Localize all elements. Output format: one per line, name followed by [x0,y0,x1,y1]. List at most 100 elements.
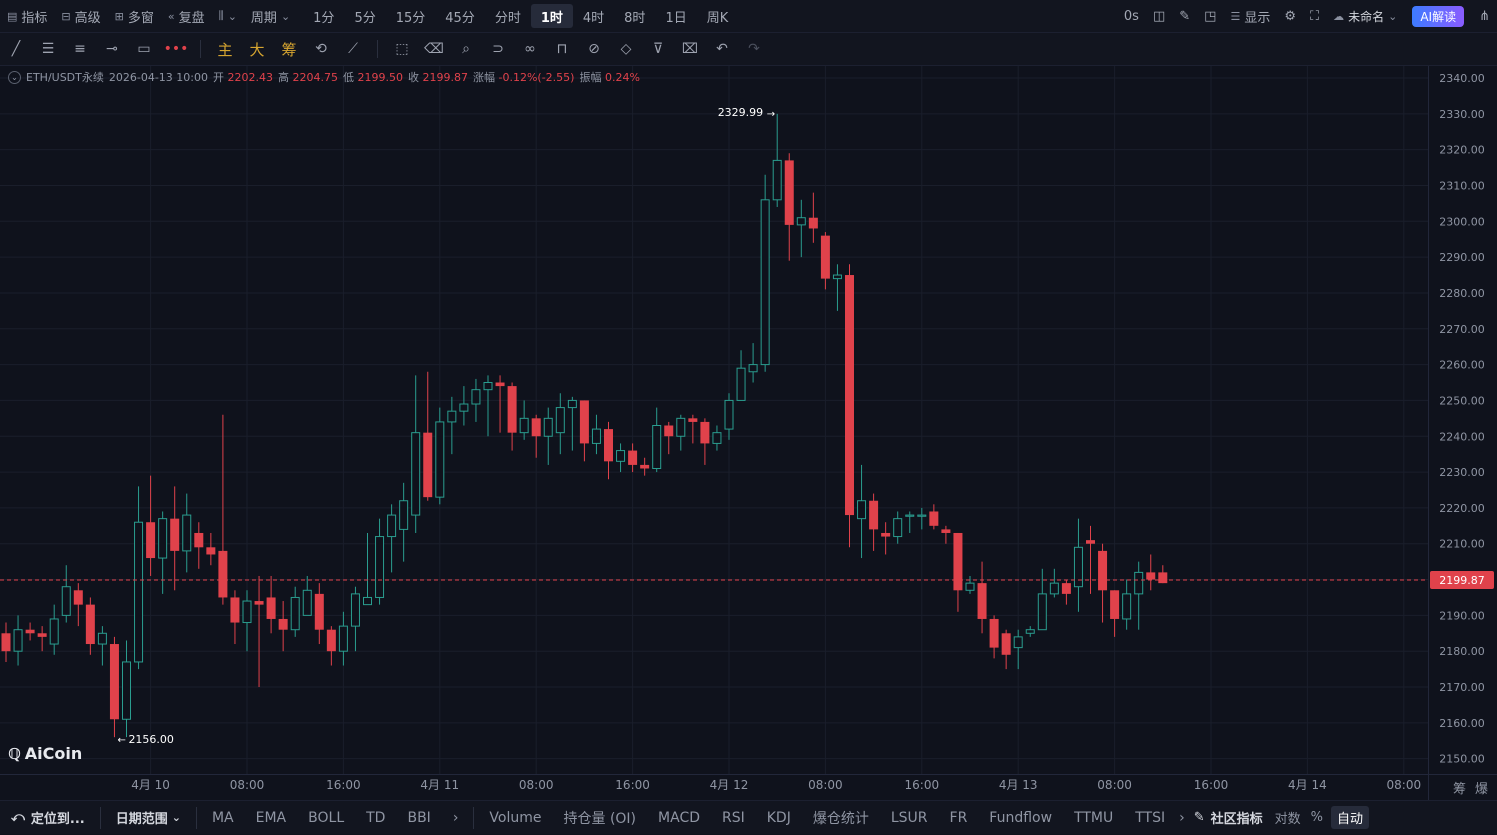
sub-indicator-item[interactable]: LSUR [890,809,928,826]
rectangle-icon[interactable]: ▭ [137,41,151,57]
candle-body-down [194,532,204,548]
main-indicator-item[interactable]: EMA [255,809,287,826]
sync-icon[interactable]: ⟲ [315,41,327,57]
period-tab[interactable]: 分时 [494,10,521,26]
candle-body-up [893,518,903,538]
period-tab[interactable]: 4时 [582,10,605,26]
sub-indicator-item[interactable]: KDJ [766,809,791,826]
period-tab[interactable]: 1分 [313,10,335,26]
main-indicator-item[interactable]: TD [366,809,386,826]
sub-indicator-item[interactable]: TTMU [1074,809,1114,826]
layers-icon[interactable]: ◇ [620,41,632,57]
select-icon[interactable]: ⬚ [395,41,409,57]
horizontal-lines-icon[interactable]: ≡ [74,41,86,57]
replay-button[interactable]: «复盘 [167,9,205,26]
undo-icon[interactable]: ↶ [716,41,728,57]
zoom-icon[interactable]: ⌕ [462,41,470,57]
share-icon[interactable]: ⋔ [1479,9,1490,24]
layout-name-button[interactable]: ☁ 未命名 ⌄ [1333,10,1398,24]
y-tick-label: 2150.00 [1439,753,1485,766]
sub-indicator-item[interactable]: TTSI [1135,809,1166,826]
main-indicator-item[interactable]: MA [211,809,234,826]
sub-indicator-item[interactable]: 持仓量 (OI) [563,810,637,827]
percent-scale-toggle[interactable]: % [1310,810,1324,825]
log-scale-toggle[interactable]: 对数 [1274,812,1301,827]
link-icon[interactable]: ∞ [524,41,536,57]
indicator-button[interactable]: ▤ 指标 [7,9,48,26]
fullscreen-icon[interactable]: ⛶ [1310,9,1320,24]
chips-side-label[interactable]: 筹 [1453,782,1467,797]
pen-icon[interactable]: ✎ [1179,9,1191,24]
line-tool-icon[interactable]: ╱ [11,41,21,57]
date-range-button[interactable]: 日期范围 ⌄ [115,811,181,827]
candle-body-up [1073,546,1083,588]
main-chart-toggle[interactable]: 主 [217,40,233,59]
redo-icon[interactable]: ↷ [748,41,760,57]
candle-body-down [507,386,517,433]
period-tab[interactable]: 1时 [530,4,573,28]
chart-type-button[interactable]: ⫼ ⌄ [212,4,244,28]
candle-body-up [1013,636,1023,649]
period-tab[interactable]: 5分 [354,10,376,26]
candlestick-chart[interactable]: 2340.00 2330.00 2320.00 2310.00 2300.00 2290.… [0,66,1497,800]
last-price-label: 2199.87 [1439,574,1485,587]
candle-body-up [796,217,806,226]
period-menu-button[interactable]: 周期 ⌄ [250,9,291,26]
chevron-right-icon[interactable]: › [1179,809,1185,826]
sub-indicator-item[interactable]: Fundflow [989,809,1053,826]
period-tab[interactable]: 周K [706,10,729,26]
auto-scale-toggle[interactable]: 自动 [1331,806,1370,829]
candle-body-down [531,418,541,437]
candle-body-up [760,199,770,366]
community-indicators-button[interactable]: ✎ 社区指标 [1193,810,1263,827]
candle-body-down [1001,633,1011,655]
main-indicator-item[interactable]: BOLL [308,809,345,826]
measure-icon[interactable]: ⟋ [348,41,358,57]
hide-drawings-icon[interactable]: ⊘ [588,41,600,57]
period-tab[interactable]: 15分 [395,10,426,26]
sub-indicator-item[interactable]: 爆仓统计 [812,810,869,827]
horizontal-ray-icon[interactable]: ⊸ [106,41,118,57]
parallel-lines-icon[interactable]: ☰ [41,41,55,57]
y-tick-label: 2180.00 [1439,645,1485,658]
main-indicator-item[interactable]: BBI [407,809,431,826]
trash-icon[interactable]: ⌧ [681,41,699,57]
sub-indicator-item[interactable]: FR [949,809,968,826]
multi-window-button[interactable]: ⊞ 多窗 [114,9,154,26]
x-tick-label: 08:00 [519,778,554,792]
chart-area[interactable]: 2340.00 2330.00 2320.00 2310.00 2300.00 2290.… [0,66,1497,800]
camera-icon[interactable]: ◫ [1152,9,1166,24]
magnet-icon[interactable]: ⊃ [492,41,504,57]
chevron-right-icon[interactable]: › [452,809,459,826]
bottom-divider [195,806,197,829]
period-tab[interactable]: 8时 [624,10,646,26]
ai-analysis-button[interactable]: AI解读 [1412,6,1465,27]
collapse-icon[interactable]: ⌄ [8,70,21,84]
aicoin-watermark: ℚ AiCoin [8,744,83,763]
low-value: 2199.50 [357,71,404,84]
eraser-icon[interactable]: ⌫ [424,41,444,57]
locate-button[interactable]: ⤺ 定位到... [11,810,85,827]
candle-body-up [61,586,71,616]
sub-indicator-item[interactable]: RSI [722,809,745,826]
candle-body-up [748,364,758,373]
bookmark-icon[interactable]: ◳ [1204,9,1217,24]
liquidation-side-label[interactable]: 爆 [1475,782,1489,797]
filter-icon[interactable]: ⊽ [652,41,664,57]
more-tools-icon[interactable]: ••• [163,41,189,57]
candle-body-up [567,399,577,409]
settings-icon[interactable]: ⚙ [1284,9,1296,24]
advanced-button[interactable]: ⊟ 高级 [61,9,101,26]
candle-body-down [941,529,951,533]
display-button[interactable]: ☰ 显示 [1230,10,1271,26]
lock-icon[interactable]: ⊓ [556,41,568,57]
candle-body-up [375,536,385,598]
sub-indicator-item[interactable]: MACD [658,809,700,826]
chevron-down-icon: ⌄ [171,811,181,824]
period-tab[interactable]: 1日 [665,10,687,26]
period-tab[interactable]: 45分 [445,10,475,26]
candle-body-up [543,417,553,437]
sub-indicator-item[interactable]: Volume [489,809,542,826]
big-order-toggle[interactable]: 大 [249,40,265,59]
chips-toggle[interactable]: 筹 [281,40,297,59]
